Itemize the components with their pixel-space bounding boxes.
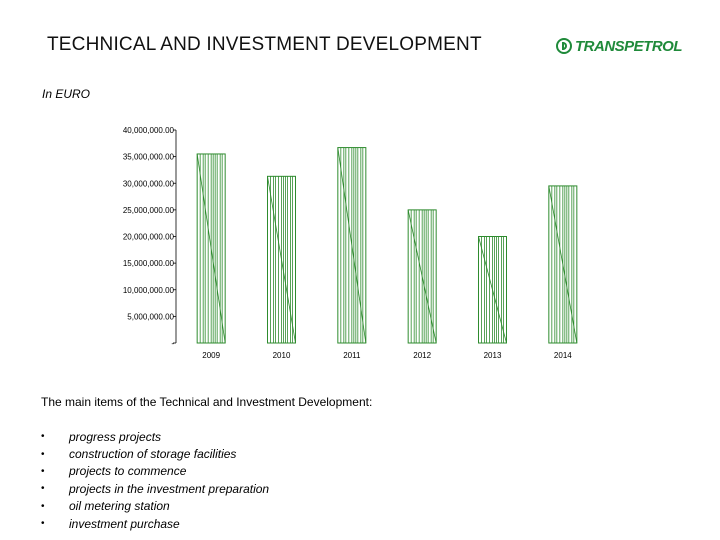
- bars: [196, 147, 578, 344]
- x-tick-label: 2014: [554, 351, 572, 360]
- list-item: • construction of storage facilities: [41, 445, 269, 462]
- x-tick-label: 2010: [273, 351, 291, 360]
- list-item-text: oil metering station: [69, 499, 170, 514]
- y-tick-label: 40,000,000.00: [123, 126, 175, 135]
- logo-mark-icon: [556, 38, 572, 54]
- list-item-text: projects in the investment preparation: [69, 481, 270, 496]
- x-tick-label: 2011: [343, 351, 361, 360]
- unit-label: In EURO: [42, 87, 91, 101]
- list-item: • oil metering station: [41, 498, 269, 515]
- list-item-text: progress projects: [69, 429, 162, 444]
- bullet: •: [41, 518, 45, 530]
- bar: [196, 153, 226, 344]
- list-item-text: construction of storage facilities: [69, 447, 237, 462]
- bar: [478, 236, 507, 344]
- transpetrol-logo: TRANSPETROL: [556, 36, 683, 56]
- bar-diagonal: [407, 209, 437, 344]
- summary-list: • progress projects • construction of stor…: [41, 428, 269, 532]
- y-tick-label: 20,000,000.00: [123, 233, 175, 242]
- bar: [337, 147, 367, 344]
- bar: [267, 175, 296, 344]
- bar-diagonal: [548, 185, 578, 344]
- list-item: • projects in the investment preparation: [41, 480, 269, 497]
- x-tick-label: 2012: [413, 351, 431, 360]
- x-axis: 2009 2010 2011 2012 2013 2014: [202, 351, 572, 360]
- y-tick-label: -: [171, 339, 174, 348]
- y-tick-label: 35,000,000.00: [123, 153, 175, 162]
- bullet: •: [41, 500, 45, 512]
- bar-diagonal: [337, 147, 367, 344]
- bar-diagonal: [267, 176, 296, 344]
- bar: [407, 209, 437, 344]
- list-item: • investment purchase: [41, 515, 269, 532]
- bullet: •: [41, 465, 45, 477]
- list-item: • projects to commence: [41, 463, 269, 480]
- y-axis: - 5,000,000.00 10,000,000.00 15,000,000.00 2…: [123, 126, 177, 348]
- bar-diagonal: [196, 153, 226, 344]
- y-tick-label: 25,000,000.00: [123, 206, 175, 215]
- bar: [548, 185, 578, 344]
- x-tick-label: 2009: [202, 351, 220, 360]
- bullet: •: [41, 431, 45, 443]
- x-tick-label: 2013: [484, 351, 502, 360]
- y-tick-label: 15,000,000.00: [123, 259, 175, 268]
- list-item-text: investment purchase: [69, 516, 180, 531]
- bullet: •: [41, 483, 45, 495]
- list-item-text: projects to commence: [69, 464, 187, 479]
- y-tick-label: 10,000,000.00: [123, 286, 175, 295]
- summary-intro: The main items of the Technical and Inve…: [41, 395, 373, 409]
- y-tick-label: 30,000,000.00: [123, 179, 175, 188]
- y-tick-label: 5,000,000.00: [127, 312, 174, 321]
- logo-text: TRANSPETROL: [575, 37, 683, 55]
- investment-bar-chart: - 5,000,000.00 10,000,000.00 15,000,000.00 2…: [123, 126, 578, 360]
- page-title: TECHNICAL AND INVESTMENT DEVELOPMENT: [47, 34, 482, 55]
- bullet: •: [41, 448, 45, 460]
- list-item: • progress projects: [41, 428, 269, 445]
- bar-diagonal: [478, 236, 507, 344]
